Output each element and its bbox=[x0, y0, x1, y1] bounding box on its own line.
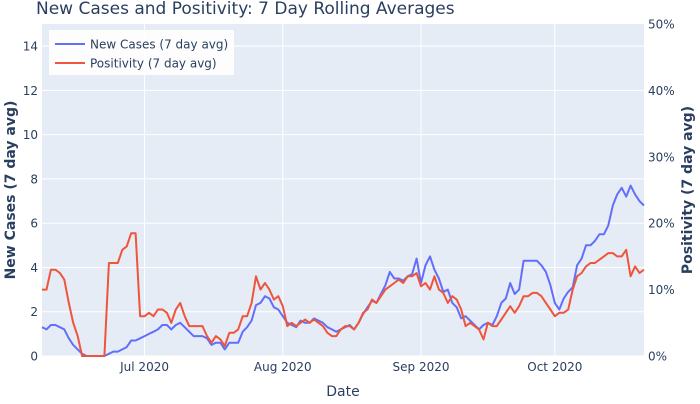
y-tick-label: 14 bbox=[23, 40, 38, 54]
series-layer bbox=[41, 184, 645, 357]
y-tick-label: 12 bbox=[23, 84, 38, 98]
x-tick-label: Jul 2020 bbox=[119, 360, 169, 374]
legend: New Cases (7 day avg) Positivity (7 day … bbox=[49, 30, 234, 75]
y2-tick-label: 10% bbox=[648, 283, 675, 297]
y-tick-label: 2 bbox=[30, 305, 38, 319]
y-axis: 0 2 4 6 8 10 12 14 bbox=[23, 40, 38, 364]
y2-tick-label: 0% bbox=[648, 350, 667, 364]
y2-tick-label: 40% bbox=[648, 84, 675, 98]
y-tick-label: 6 bbox=[30, 217, 38, 231]
legend-label-new-cases: New Cases (7 day avg) bbox=[90, 38, 228, 52]
series-line-positivity bbox=[42, 232, 645, 357]
y-tick-label: 10 bbox=[23, 128, 38, 142]
legend-box bbox=[49, 30, 234, 75]
y-axis-label: New Cases (7 day avg) bbox=[3, 101, 19, 280]
x-axis: Jul 2020 Aug 2020 Sep 2020 Oct 2020 bbox=[119, 360, 582, 374]
legend-label-positivity: Positivity (7 day avg) bbox=[90, 57, 217, 71]
x-axis-label: Date bbox=[326, 384, 359, 400]
x-tick-label: Sep 2020 bbox=[393, 360, 450, 374]
y-tick-label: 0 bbox=[30, 350, 38, 364]
y2-tick-label: 50% bbox=[648, 18, 675, 32]
y-tick-label: 4 bbox=[30, 261, 38, 275]
y2-axis-label: Positivity (7 day avg) bbox=[680, 106, 696, 274]
chart-title: New Cases and Positivity: 7 Day Rolling … bbox=[36, 0, 455, 19]
y2-axis: 0% 10% 20% 30% 40% 50% bbox=[648, 18, 675, 364]
x-tick-label: Oct 2020 bbox=[527, 360, 582, 374]
y2-tick-label: 20% bbox=[648, 217, 675, 231]
y2-tick-label: 30% bbox=[648, 150, 675, 164]
y-tick-label: 8 bbox=[30, 172, 38, 186]
x-tick-label: Aug 2020 bbox=[254, 360, 312, 374]
